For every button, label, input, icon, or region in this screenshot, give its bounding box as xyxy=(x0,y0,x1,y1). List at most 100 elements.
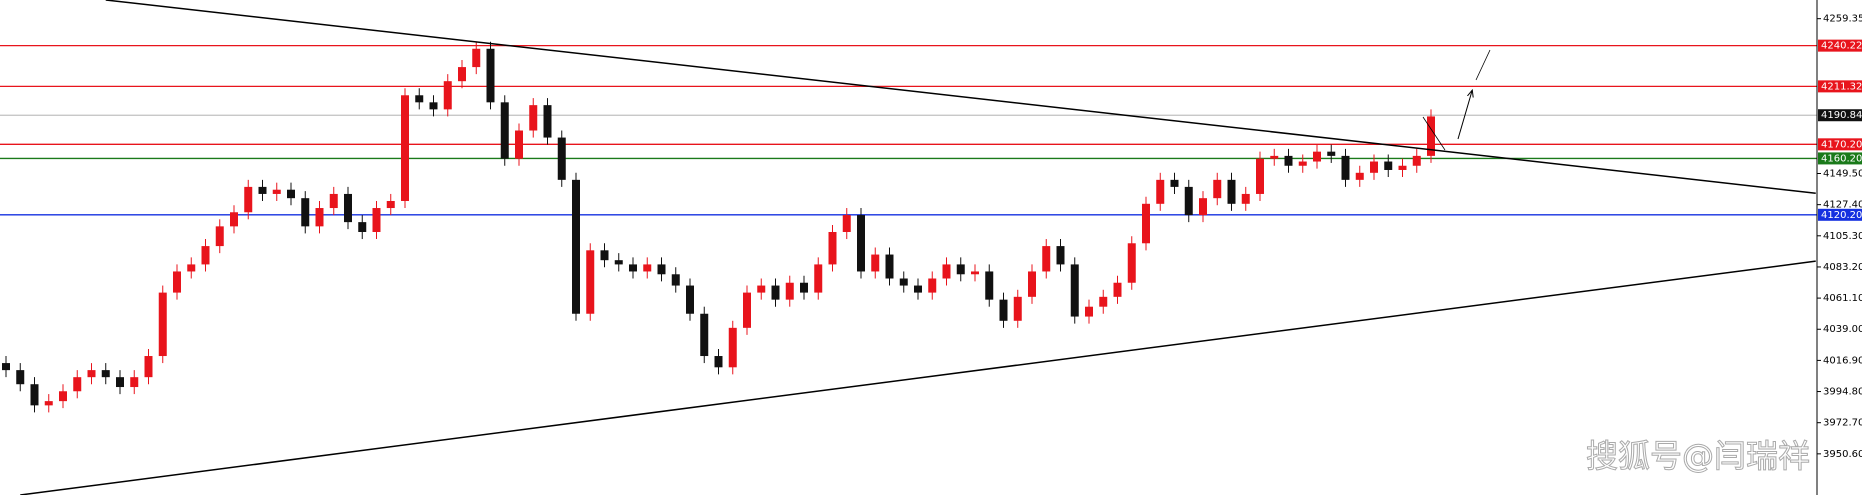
candle-body xyxy=(529,105,538,131)
candle-body xyxy=(629,264,637,272)
candle-body xyxy=(101,370,110,378)
candle-body xyxy=(30,384,39,406)
candle-body xyxy=(1213,179,1222,199)
candle-body xyxy=(828,231,837,265)
candle-body xyxy=(144,356,153,378)
candle-body xyxy=(1313,151,1321,162)
candle-body xyxy=(301,198,310,227)
candle-body xyxy=(1256,158,1264,194)
candle-body xyxy=(700,313,709,357)
candle-body xyxy=(187,264,196,272)
candle-body xyxy=(500,102,509,159)
level-label-box xyxy=(1818,152,1862,165)
y-tick-label: 4039.00 xyxy=(1823,324,1862,335)
candle-body xyxy=(401,95,409,201)
candle-body xyxy=(643,264,652,272)
plot-area xyxy=(0,0,1817,495)
candle-body xyxy=(757,285,766,293)
candle-body xyxy=(73,377,82,392)
candle-body xyxy=(885,254,894,279)
candle-body xyxy=(771,285,780,300)
candle-body xyxy=(1085,306,1093,317)
candle-body xyxy=(1127,243,1136,283)
candle-body xyxy=(586,250,595,314)
y-tick-label: 3972.70 xyxy=(1823,418,1862,429)
candle-body xyxy=(728,327,737,368)
candle-body xyxy=(842,215,851,232)
candle-body xyxy=(443,81,452,110)
candle-body xyxy=(515,130,523,159)
candle-body xyxy=(714,356,723,368)
candle-body xyxy=(985,271,994,300)
candle-body xyxy=(1142,203,1150,244)
level-label: 4170.20 xyxy=(1821,139,1862,150)
candle-body xyxy=(1184,186,1193,216)
candle-body xyxy=(1355,172,1364,180)
candle-body xyxy=(1241,193,1250,204)
candle-body xyxy=(1370,161,1378,173)
candle-body xyxy=(1227,179,1236,204)
y-tick-label: 4259.35 xyxy=(1823,14,1862,25)
candle-body xyxy=(800,282,808,293)
candle-body xyxy=(230,212,238,227)
candle-body xyxy=(458,67,466,82)
candle-body xyxy=(1042,246,1051,272)
candle-body xyxy=(671,274,680,286)
level-label-box xyxy=(1818,80,1862,93)
candle-body xyxy=(344,193,352,223)
level-label-box xyxy=(1818,39,1862,52)
candle-body xyxy=(272,189,281,194)
candle-body xyxy=(472,48,481,68)
candle-body xyxy=(1298,161,1307,166)
candle-body xyxy=(1056,246,1065,265)
candle-body xyxy=(1028,271,1036,297)
candle-body xyxy=(1199,198,1207,216)
candle-body xyxy=(258,186,267,194)
candle-body xyxy=(1412,155,1421,166)
candle-body xyxy=(386,200,395,209)
level-label: 4160.20 xyxy=(1821,153,1862,164)
y-tick-label: 4061.10 xyxy=(1823,293,1862,304)
y-tick-label: 4016.90 xyxy=(1823,355,1862,366)
candle-body xyxy=(2,363,10,371)
candle-body xyxy=(16,370,25,385)
candle-body xyxy=(329,193,338,209)
candle-body xyxy=(415,95,424,103)
watermark: 搜狐号@闫瑞祥 xyxy=(1586,437,1810,475)
candle-body xyxy=(130,377,139,388)
candle-body xyxy=(1384,161,1393,170)
candle-body xyxy=(287,189,295,199)
level-label: 4190.84 xyxy=(1821,110,1862,121)
candle-body xyxy=(1156,179,1165,204)
candle-body xyxy=(59,391,67,402)
candle-body xyxy=(543,105,552,138)
candle-body xyxy=(1427,116,1435,156)
candle-body xyxy=(116,377,124,388)
candle-body xyxy=(857,215,865,272)
candle-body xyxy=(158,292,167,357)
candle-body xyxy=(1070,264,1079,317)
candle-body xyxy=(942,264,951,279)
annotation-line xyxy=(1475,49,1491,81)
candle-body xyxy=(215,226,224,247)
candle-body xyxy=(928,278,937,293)
y-tick-label: 4105.30 xyxy=(1823,231,1862,242)
candle-body xyxy=(1013,296,1022,321)
candle-body xyxy=(614,260,623,265)
candle-body xyxy=(244,186,253,213)
y-tick-label: 4127.40 xyxy=(1823,200,1862,211)
candle-body xyxy=(429,102,438,110)
candle-body xyxy=(743,292,751,328)
candle-body xyxy=(600,250,609,261)
candle-body xyxy=(1270,155,1279,159)
candle-body xyxy=(1170,179,1179,187)
candle-body xyxy=(44,401,53,406)
candle-body xyxy=(201,246,210,265)
candle-body xyxy=(572,179,580,314)
candle-body xyxy=(871,254,880,272)
candle-body xyxy=(785,282,794,300)
annotation-line xyxy=(1422,116,1446,151)
level-label: 4120.20 xyxy=(1821,210,1862,221)
